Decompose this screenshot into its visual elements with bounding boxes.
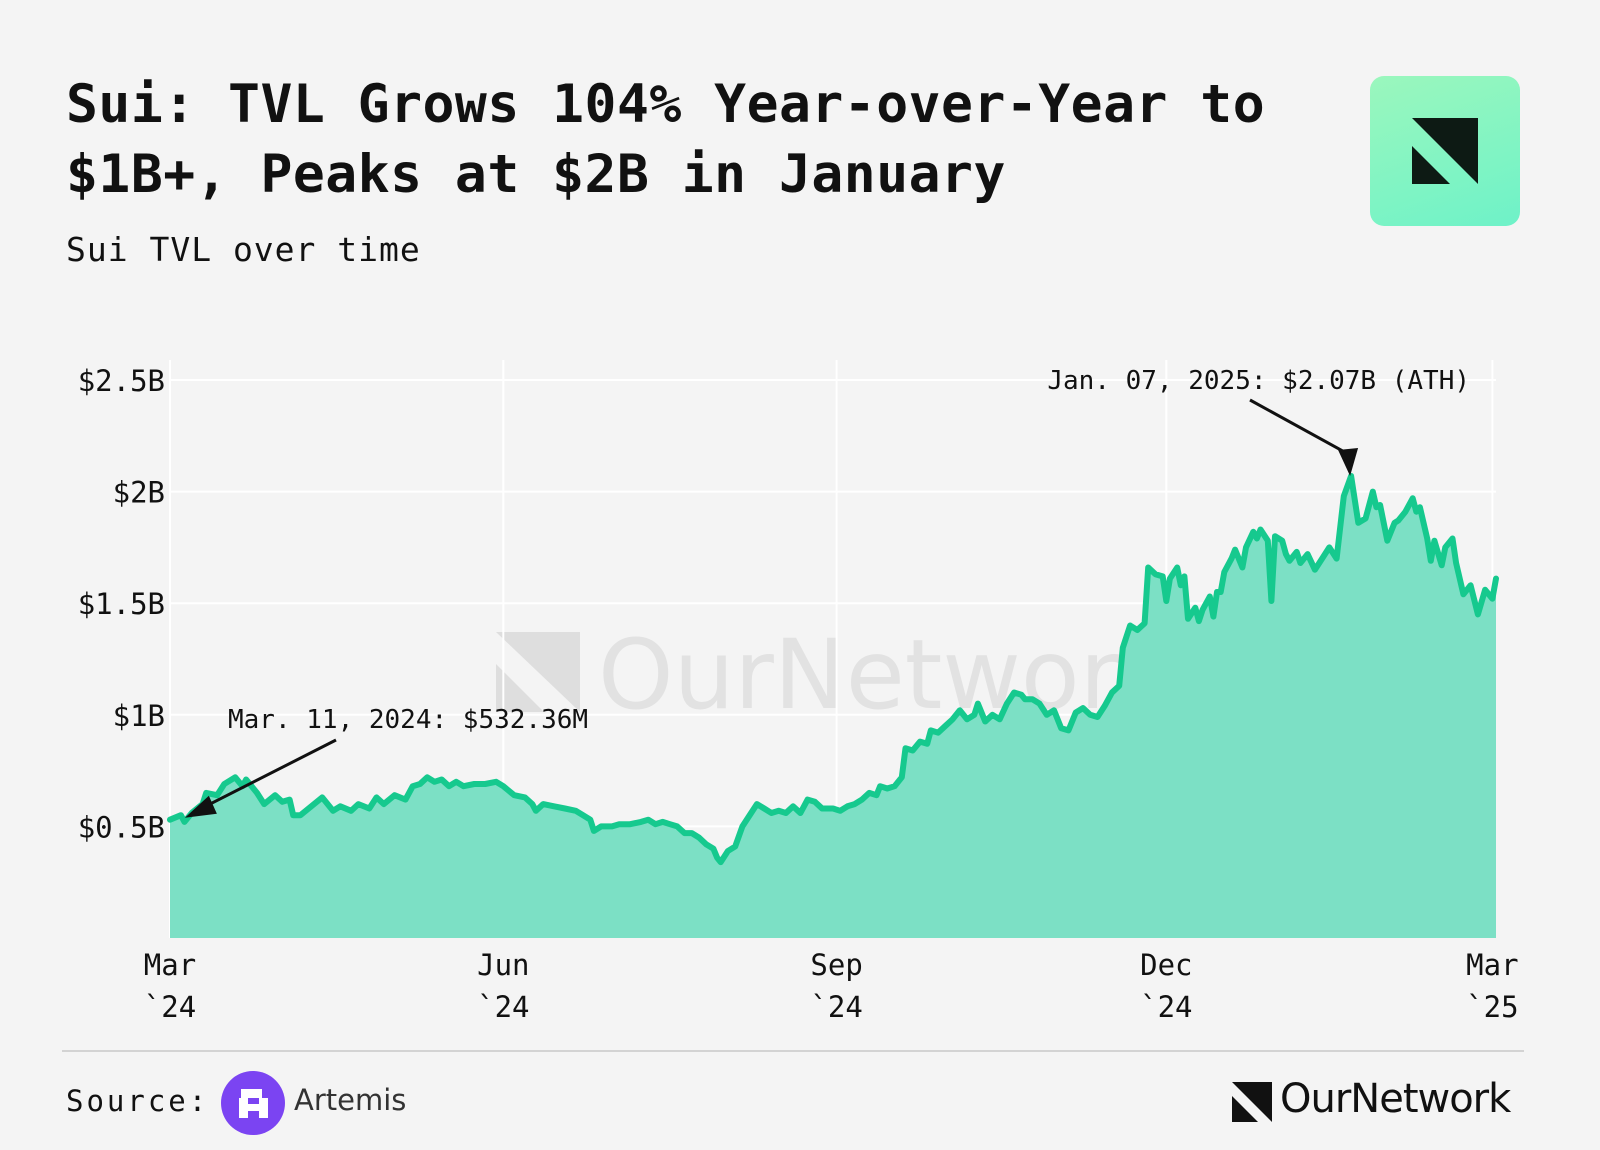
- chart-title: Sui: TVL Grows 104% Year-over-Year to $1…: [66, 74, 1266, 205]
- x-tick-label: `24: [144, 990, 196, 1024]
- x-tick-label: Mar: [144, 948, 196, 982]
- x-tick-label: `24: [477, 990, 529, 1024]
- annotations: Mar. 11, 2024: $532.36M Jan. 07, 2025: $2…: [184, 366, 1470, 818]
- tvl-line: [167, 473, 1499, 866]
- annotation-label: Jan. 07, 2025: $2.07B (ATH): [1047, 366, 1470, 396]
- y-tick-label: $1B: [113, 699, 165, 733]
- ournetwork-logo-badge: [1370, 76, 1520, 226]
- x-tick-label: `24: [810, 990, 862, 1024]
- y-tick-label: $2.5B: [78, 364, 165, 398]
- watermark-mark: [496, 632, 580, 712]
- tvl-series-line: [167, 473, 1499, 866]
- y-tick-label: $0.5B: [78, 810, 165, 844]
- annotation-arrow: [1249, 398, 1349, 456]
- ournetwork-brand: OurNetwork: [1232, 1076, 1522, 1128]
- ournetwork-mark-icon: [1412, 118, 1478, 184]
- annotation-arrowhead: [1338, 447, 1359, 476]
- source-name: Artemis: [294, 1083, 407, 1117]
- ournetwork-brand-icon: [1232, 1082, 1272, 1122]
- annotation-arrow: [202, 738, 337, 810]
- x-tick-label: Dec: [1140, 948, 1192, 982]
- brand-name: OurNetwork: [1280, 1076, 1511, 1122]
- x-tick-label: `25: [1466, 990, 1518, 1024]
- y-tick-label: $1.5B: [78, 587, 165, 621]
- artemis-logo-icon: [221, 1071, 285, 1135]
- y-axis: $0.5B $1B $1.5B $2B $2.5B: [78, 364, 165, 844]
- x-axis: Mar `24 Jun `24 Sep `24 Dec `24 Mar `25: [144, 948, 1519, 1024]
- y-tick-label: $2B: [113, 476, 165, 510]
- x-tick-label: Mar: [1466, 948, 1518, 982]
- x-tick-label: Sep: [810, 948, 862, 982]
- annotation-arrowhead: [184, 795, 217, 818]
- x-tick-label: Jun: [477, 948, 529, 982]
- footer-divider: [62, 1050, 1524, 1052]
- x-tick-label: `24: [1140, 990, 1192, 1024]
- annotation-label: Mar. 11, 2024: $532.36M: [228, 705, 588, 735]
- tvl-chart: OurNetwork $0.5B$1B$1.5B$2B$2.5B Mar`24J…: [78, 360, 1519, 1024]
- chart-subtitle: Sui TVL over time: [66, 230, 421, 269]
- source-label: Source:: [66, 1084, 210, 1118]
- watermark-mark: [496, 664, 544, 712]
